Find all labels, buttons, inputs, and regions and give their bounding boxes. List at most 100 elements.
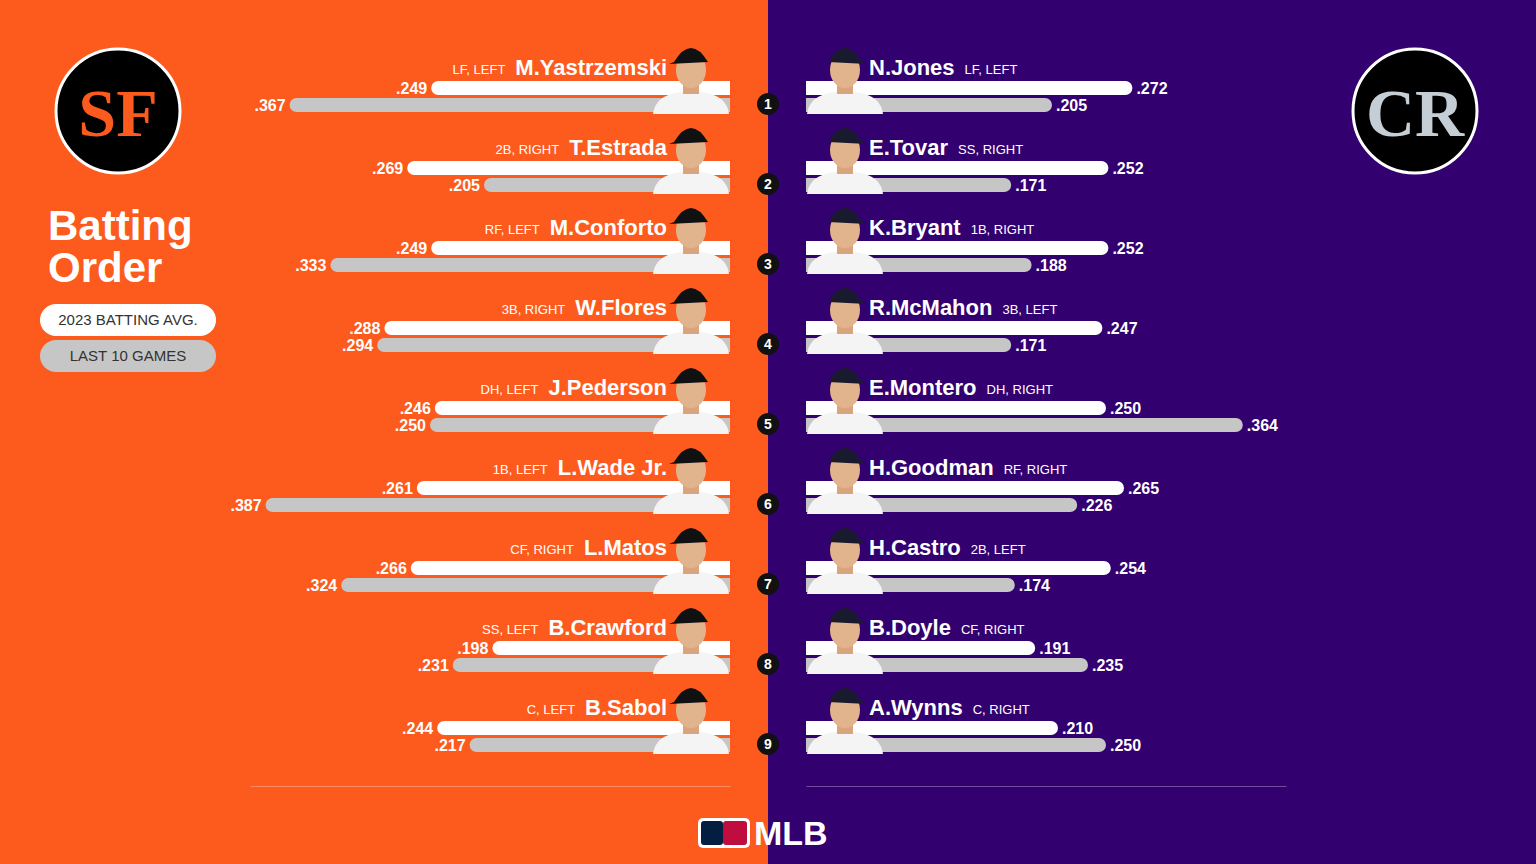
player-name: W.Flores: [575, 295, 667, 320]
order-badge: [757, 733, 779, 755]
footer: MLB: [698, 814, 828, 852]
player-photo: [653, 208, 729, 274]
data-label: .231: [418, 657, 449, 674]
jersey: [807, 412, 883, 434]
data-label: .269: [372, 160, 403, 177]
legend-label: LAST 10 GAMES: [70, 347, 186, 364]
player-photo: [807, 288, 883, 354]
data-label: .367: [254, 97, 285, 114]
player-position: LF, LEFT: [453, 62, 506, 77]
player-position: SS, RIGHT: [958, 142, 1023, 157]
data-label: .174: [1019, 577, 1050, 594]
team-logo: [56, 49, 180, 173]
player-position: 3B, LEFT: [1002, 302, 1057, 317]
legend: 2023 BATTING AVG. LAST 10 GAMES: [40, 304, 216, 372]
player-name: N.Jones: [869, 55, 955, 80]
player-photo: [807, 208, 883, 274]
cap: [669, 208, 708, 224]
player-name: B.Doyle: [869, 615, 951, 640]
x-axis: [807, 786, 1287, 787]
data-label: .364: [1247, 417, 1278, 434]
labels: .272.252.252.247.250.265.254.191.210.205…: [869, 55, 1278, 754]
cap: [828, 368, 867, 384]
player-photo: [807, 608, 883, 674]
player-name: M.Yastrzemski: [515, 55, 667, 80]
data-label: .272: [1136, 80, 1167, 97]
cap: [669, 608, 708, 624]
jersey: [653, 332, 729, 354]
player-position: 1B, LEFT: [493, 462, 548, 477]
player-position: RF, RIGHT: [1004, 462, 1068, 477]
background-left: [0, 0, 768, 864]
player-name: L.Wade Jr.: [558, 455, 667, 480]
data-label: .217: [434, 737, 465, 754]
jersey: [653, 92, 729, 114]
cap: [828, 448, 867, 464]
photos: [653, 48, 729, 754]
labels: .249.269.249.288.246.261.266.198.244.367…: [230, 55, 667, 754]
team-logo-text: SF: [78, 75, 157, 151]
jersey: [807, 732, 883, 754]
cap: [669, 448, 708, 464]
order-badge: [757, 573, 779, 595]
player-photo: [807, 368, 883, 434]
order-number: 2: [764, 176, 772, 192]
data-label: .171: [1015, 337, 1046, 354]
player-photo: [653, 128, 729, 194]
data-label: .265: [1128, 480, 1159, 497]
data-label: .198: [457, 640, 488, 657]
jersey: [653, 732, 729, 754]
player-name: A.Wynns: [869, 695, 963, 720]
player-name: B.Sabol: [585, 695, 667, 720]
order-badge: [757, 333, 779, 355]
player-name: H.Goodman: [869, 455, 994, 480]
data-label: .205: [1056, 97, 1087, 114]
data-label: .244: [402, 720, 433, 737]
order-badge: [757, 653, 779, 675]
order-number: 9: [764, 736, 772, 752]
axis-line: [807, 786, 1287, 787]
background-right: [768, 0, 1536, 864]
data-label: .254: [1115, 560, 1146, 577]
data-label: .252: [1112, 240, 1143, 257]
data-label: .249: [396, 240, 427, 257]
cap: [669, 368, 708, 384]
player-position: 2B, LEFT: [971, 542, 1026, 557]
data-label: .171: [1015, 177, 1046, 194]
canvas: .249.269.249.288.246.261.266.198.244.367…: [0, 0, 1536, 864]
player-position: C, RIGHT: [973, 702, 1030, 717]
cap: [669, 288, 708, 304]
jersey: [807, 332, 883, 354]
data-label: .261: [382, 480, 413, 497]
order-number: 4: [764, 336, 772, 352]
axis-line: [251, 786, 731, 787]
jersey: [807, 92, 883, 114]
legend-label: 2023 BATTING AVG.: [58, 311, 198, 328]
player-name: E.Montero: [869, 375, 977, 400]
footer-logo: [698, 818, 750, 848]
data-label: .288: [349, 320, 380, 337]
player-photo: [653, 368, 729, 434]
bars: [806, 81, 1243, 752]
player-name: E.Tovar: [869, 135, 949, 160]
cap: [828, 208, 867, 224]
player-position: DH, LEFT: [481, 382, 539, 397]
cap: [669, 688, 708, 704]
player-photo: [653, 608, 729, 674]
order-badge: [757, 173, 779, 195]
footer-text: MLB: [754, 814, 828, 852]
player-photo: [653, 688, 729, 754]
jersey: [653, 252, 729, 274]
jersey: [653, 572, 729, 594]
player-photo: [653, 48, 729, 114]
player-photo: [653, 448, 729, 514]
player-photo: [807, 528, 883, 594]
jersey: [807, 572, 883, 594]
player-position: RF, LEFT: [485, 222, 540, 237]
player-name: R.McMahon: [869, 295, 992, 320]
batting-order: 123456789: [757, 93, 779, 755]
player-photo: [807, 688, 883, 754]
x-axis: [251, 786, 731, 787]
data-label: .210: [1062, 720, 1093, 737]
cap: [669, 48, 708, 64]
